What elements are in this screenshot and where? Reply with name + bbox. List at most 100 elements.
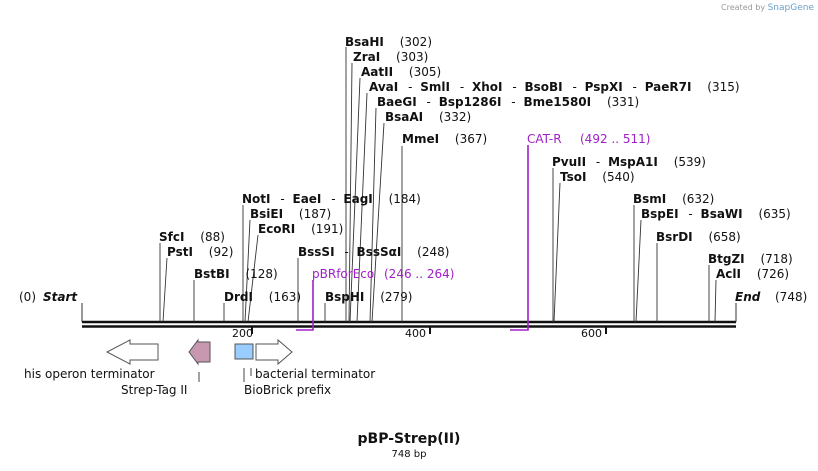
enzyme-name: EagI — [343, 192, 372, 206]
enzyme-name: BsrDI — [656, 230, 693, 244]
site-position: (305) — [409, 65, 441, 79]
site-bsahi[interactable]: BsaHI (302) — [345, 35, 432, 49]
site-position: (635) — [758, 207, 790, 221]
site-leaders — [159, 47, 717, 323]
feature-biobrick-prefix[interactable]: BioBrick prefix — [234, 343, 331, 397]
enzyme-name: BsoBI — [525, 80, 563, 94]
feature-label: BioBrick prefix — [244, 383, 331, 397]
site-bsaai[interactable]: BsaAI (332) — [385, 110, 471, 124]
site-pvuii[interactable]: PvuII - MspA1I (539) — [552, 155, 706, 169]
site-bstbi[interactable]: BstBI (128) — [194, 267, 278, 281]
biobrick-box — [234, 343, 254, 360]
feature-his-operon-terminator[interactable]: his operon terminator — [24, 339, 159, 381]
feature-bacterial-terminator[interactable]: bacterial terminator — [250, 338, 375, 381]
site-bsphi[interactable]: BspHI (279) — [325, 290, 413, 304]
terminator-arrow — [255, 338, 293, 366]
site-ecori[interactable]: EcoRI (191) — [258, 222, 343, 236]
primer-pbrforeco[interactable]: pBRforEco (246 .. 264) — [296, 267, 454, 331]
enzyme-name: AatII — [361, 65, 393, 79]
site-baegi[interactable]: BaeGI - Bsp1286I - Bme1580I (331) — [377, 95, 639, 109]
enzyme-name: NotI — [242, 192, 271, 206]
enzyme-name: AclI — [716, 267, 741, 281]
site-tsoi[interactable]: TsoI (540) — [560, 170, 635, 184]
leader-ecori — [247, 234, 259, 323]
snapgene-logo: SnapGene — [767, 3, 814, 13]
site-position: (658) — [708, 230, 740, 244]
leader-avai — [356, 92, 368, 323]
site-labels: BsaHI (302) ZraI (303) AatII (305) AvaI … — [159, 35, 793, 304]
strep-tag-arrow — [188, 338, 211, 366]
enzyme-name: XhoI — [472, 80, 503, 94]
leader-bsaai — [371, 122, 385, 323]
enzyme-name: PaeR7I — [645, 80, 692, 94]
primer-cat-r[interactable]: CAT-R (492 .. 511) — [510, 132, 650, 331]
tick-label-600: 600 — [581, 327, 602, 340]
snapgene-credit: Created by SnapGene — [721, 3, 814, 13]
map-length: 748 bp — [391, 449, 427, 460]
enzyme-name: PstI — [167, 245, 193, 259]
primer-name: CAT-R — [527, 132, 562, 146]
enzyme-name: DrdI — [224, 290, 253, 304]
map-title: pBP-Strep(II) — [357, 431, 461, 447]
enzyme-name: BsaHI — [345, 35, 384, 49]
site-psti[interactable]: PstI (92) — [167, 245, 233, 259]
enzyme-name: Bsp1286I — [439, 95, 502, 109]
primer-range: (246 .. 264) — [384, 267, 454, 281]
feature-strep-tag-ii[interactable]: Strep-Tag II — [121, 338, 211, 397]
site-bsssi[interactable]: BssSI - BssSαI (248) — [298, 245, 449, 259]
site-bspei[interactable]: BspEI - BsaWI (635) — [641, 207, 791, 221]
terminator-arrow — [105, 339, 159, 365]
site-position: (248) — [417, 245, 449, 259]
leader-aatii — [349, 77, 361, 323]
end-label: End — [735, 290, 761, 304]
leader-zrai — [348, 62, 353, 323]
ruler: 200 400 600 — [232, 327, 607, 340]
site-bsrdi[interactable]: BsrDI (658) — [656, 230, 741, 244]
site-position: (315) — [707, 80, 739, 94]
site-drdi[interactable]: DrdI (163) — [224, 290, 301, 304]
site-position: (128) — [245, 267, 277, 281]
enzyme-name: BssSI — [298, 245, 335, 259]
feature-label: his operon terminator — [24, 367, 155, 381]
feature-label: bacterial terminator — [255, 367, 375, 381]
site-noti[interactable]: NotI - EaeI - EagI (184) — [242, 192, 421, 206]
enzyme-name: BspHI — [325, 290, 364, 304]
site-position: (184) — [389, 192, 421, 206]
site-position: (92) — [209, 245, 234, 259]
enzyme-name: BsmI — [633, 192, 666, 206]
site-bsmi[interactable]: BsmI (632) — [633, 192, 714, 206]
site-acli[interactable]: AclI (726) — [716, 267, 789, 281]
enzyme-name: EcoRI — [258, 222, 295, 236]
site-position: (163) — [269, 290, 301, 304]
enzyme-name: MmeI — [402, 132, 439, 146]
tick-label-200: 200 — [232, 327, 253, 340]
site-avai[interactable]: AvaI - SmlI - XhoI - BsoBI - PspXI - Pae… — [369, 80, 740, 94]
site-position: (303) — [396, 50, 428, 64]
enzyme-name: BspEI — [641, 207, 679, 221]
site-zrai[interactable]: ZraI (303) — [353, 50, 428, 64]
site-btgzi[interactable]: BtgZI (718) — [708, 252, 793, 266]
leader-baegi — [369, 107, 377, 323]
enzyme-name: BtgZI — [708, 252, 745, 266]
site-position: (187) — [299, 207, 331, 221]
leader-bspei — [635, 219, 642, 323]
site-sfci[interactable]: SfcI (88) — [159, 230, 225, 244]
primer-range: (492 .. 511) — [580, 132, 650, 146]
leader-acli — [714, 279, 717, 323]
enzyme-name: BsiEI — [250, 207, 283, 221]
site-mmei[interactable]: MmeI (367) — [402, 132, 487, 146]
enzyme-name: BssSαI — [357, 245, 402, 259]
credit-prefix: Created by — [721, 3, 766, 12]
site-position: (539) — [674, 155, 706, 169]
tick-label-400: 400 — [405, 327, 426, 340]
site-aatii[interactable]: AatII (305) — [361, 65, 441, 79]
site-position: (332) — [439, 110, 471, 124]
site-position: (726) — [757, 267, 789, 281]
enzyme-name: BstBI — [194, 267, 230, 281]
enzyme-name: TsoI — [560, 170, 586, 184]
enzyme-name: Bme1580I — [523, 95, 591, 109]
leader-tsoi — [553, 182, 561, 323]
site-bsiei[interactable]: BsiEI (187) — [250, 207, 331, 221]
enzyme-name: AvaI — [369, 80, 398, 94]
site-position: (632) — [682, 192, 714, 206]
